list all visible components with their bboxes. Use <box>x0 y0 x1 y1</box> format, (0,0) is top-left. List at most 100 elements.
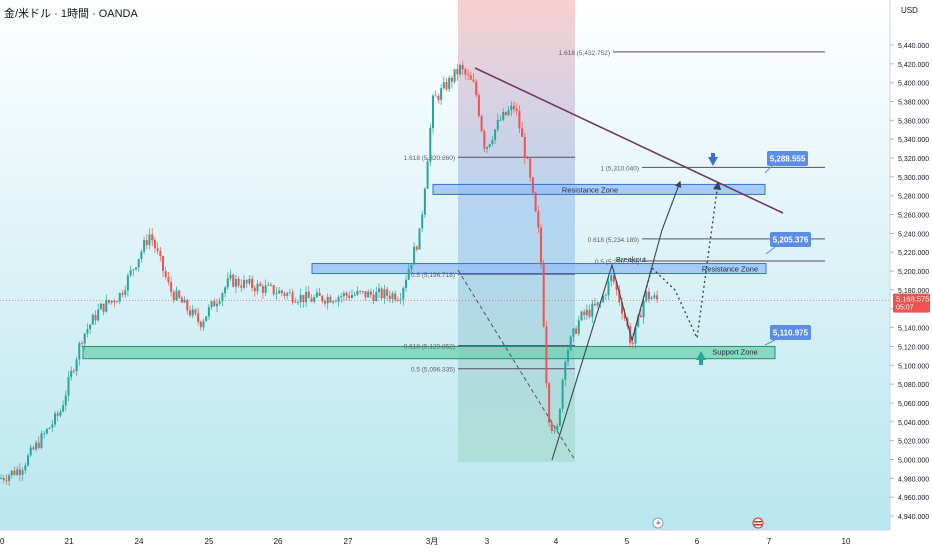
current-price-countdown: 05:07 <box>896 305 914 312</box>
x-tick-label: 27 <box>344 537 353 546</box>
candle-body <box>5 479 8 481</box>
candle-body <box>594 303 596 306</box>
current-price-value: 5,168.575 <box>896 295 929 304</box>
candle-body <box>89 324 92 330</box>
level-callout-value: 5,205.376 <box>773 236 809 245</box>
candle-body <box>91 314 94 325</box>
candle-body <box>618 289 621 303</box>
candle-body <box>229 274 232 279</box>
candle-body <box>148 234 151 245</box>
y-tick-label: 5,020.000 <box>898 439 929 446</box>
candle-body <box>378 288 380 292</box>
candle-body <box>656 295 659 300</box>
candle-body <box>137 259 140 268</box>
candle-body <box>504 111 507 116</box>
candle-body <box>356 290 359 295</box>
candle-body <box>326 296 329 304</box>
zone-label: Resistance Zone <box>702 265 758 274</box>
candle-body <box>99 303 102 310</box>
candle-body <box>429 128 432 162</box>
candle-body <box>270 284 272 286</box>
candle-body <box>97 309 100 321</box>
level-callout-line <box>764 165 773 174</box>
candle-body <box>16 469 19 475</box>
candle-body <box>170 282 173 292</box>
zone-rect <box>82 345 776 360</box>
candle-body <box>486 146 488 149</box>
candle-body <box>388 295 391 299</box>
candle-body <box>199 321 202 328</box>
candle-body <box>70 370 73 378</box>
candle-body <box>475 81 478 96</box>
candle-body <box>191 309 194 316</box>
candle-body <box>48 427 51 429</box>
candle-body <box>580 311 583 321</box>
candle-body <box>529 158 532 178</box>
candle-body <box>445 82 448 90</box>
candle-body <box>267 284 270 286</box>
candle-body <box>461 65 464 70</box>
breakout-label: Breakout <box>616 255 647 264</box>
candle-body <box>648 291 650 300</box>
y-tick-label: 5,440.000 <box>898 43 929 50</box>
candle-body <box>32 447 35 450</box>
candle-body <box>286 293 289 296</box>
candle-body <box>221 293 224 302</box>
candle-body <box>521 128 524 137</box>
candle-body <box>116 301 119 303</box>
candle-body <box>604 295 607 296</box>
candle-body <box>129 270 132 276</box>
candle-body <box>526 157 529 159</box>
x-tick-label: 25 <box>205 537 214 546</box>
candle-body <box>572 328 575 337</box>
x-tick-label: 5 <box>625 537 630 546</box>
candle-body <box>453 69 456 82</box>
candle-body <box>621 302 623 314</box>
candle-body <box>459 65 461 75</box>
candle-body <box>151 234 154 241</box>
candle-body <box>369 291 372 295</box>
candle-body <box>62 405 65 412</box>
candle-body <box>305 291 308 303</box>
level-callout-line <box>764 339 776 346</box>
candle-body <box>102 303 105 312</box>
candle-body <box>8 475 11 481</box>
candle-body <box>45 428 48 434</box>
candle-body <box>108 299 110 303</box>
us-flag-stripe <box>754 524 762 526</box>
fib-level-label: 0.5 (5,196.718) <box>411 272 455 279</box>
candle-body <box>342 293 345 297</box>
candle-body <box>372 294 375 302</box>
candle-body <box>351 295 353 298</box>
candle-body <box>510 105 513 111</box>
fib-level-label: 0.618 (5,120.852) <box>404 344 455 351</box>
candle-body <box>315 292 318 298</box>
candle-body <box>135 267 137 270</box>
candle-body <box>440 88 443 100</box>
candle-body <box>21 470 24 475</box>
level-callout-value: 5,110.975 <box>773 329 809 338</box>
candle-body <box>213 301 216 307</box>
candle-body <box>0 477 2 479</box>
candle-body <box>307 291 310 299</box>
candle-body <box>78 343 81 360</box>
x-tick-label: 20 <box>0 537 5 546</box>
candle-body <box>523 136 526 158</box>
x-tick-label: 24 <box>135 537 144 546</box>
candle-body <box>623 313 626 319</box>
x-tick-label: 26 <box>274 537 283 546</box>
measure-range-box <box>458 0 575 462</box>
candle-body <box>256 283 259 292</box>
candle-body <box>283 293 286 296</box>
candle-body <box>391 293 394 299</box>
candle-body <box>264 285 267 293</box>
candle-body <box>561 379 564 409</box>
candle-body <box>216 303 218 307</box>
candle-body <box>340 296 343 298</box>
candle-body <box>143 240 146 252</box>
candle-body <box>86 329 89 334</box>
down-arrow-icon-stem <box>711 153 715 158</box>
candle-body <box>534 192 537 212</box>
candle-body <box>110 300 113 303</box>
